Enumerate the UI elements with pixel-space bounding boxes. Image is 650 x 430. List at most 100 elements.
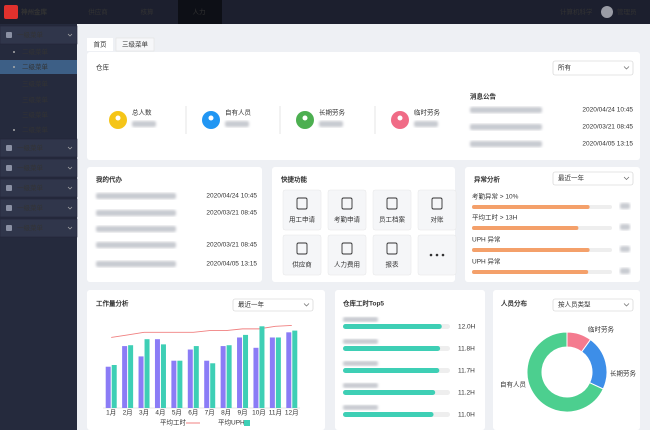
chart-title: 工作量分析 bbox=[96, 299, 129, 308]
chevron bbox=[623, 303, 630, 307]
chevron bbox=[67, 186, 73, 190]
nav-item[interactable]: 人力 bbox=[193, 7, 206, 16]
shortcut-icon bbox=[386, 242, 398, 255]
pie-label: 长期劳务 bbox=[610, 369, 637, 378]
section-title: 消息公告 bbox=[470, 92, 497, 101]
select-value[interactable]: 最近一年 bbox=[558, 173, 585, 182]
bar bbox=[253, 347, 259, 408]
blurred-text bbox=[225, 121, 249, 127]
user-name[interactable]: 管理员 bbox=[617, 7, 637, 16]
menu-icon bbox=[6, 225, 12, 231]
menu-item[interactable]: 三级菜单 bbox=[22, 95, 49, 104]
select-value[interactable]: 最近一年 bbox=[238, 300, 265, 309]
menu-item[interactable]: 一级菜单 bbox=[17, 223, 44, 232]
shortcut-label[interactable]: 供应商 bbox=[292, 260, 312, 269]
date: 2020/03/21 08:45 bbox=[206, 210, 257, 217]
bar bbox=[292, 330, 298, 408]
menu-item[interactable]: 一级菜单 bbox=[17, 163, 44, 172]
nav-item[interactable]: 核算 bbox=[141, 7, 155, 16]
stat-label: 总人数 bbox=[132, 108, 152, 117]
select[interactable] bbox=[232, 298, 314, 312]
bar bbox=[177, 360, 183, 408]
org-name[interactable]: 计算机科学 bbox=[560, 7, 593, 16]
blurred-text bbox=[343, 339, 378, 344]
blurred-text bbox=[96, 210, 176, 216]
stat-label: 长期劳务 bbox=[319, 108, 346, 117]
section-title: 快捷功能 bbox=[281, 175, 308, 184]
bar bbox=[343, 324, 442, 329]
shortcut[interactable] bbox=[417, 189, 457, 231]
menu-active bbox=[0, 60, 77, 74]
bar bbox=[259, 326, 265, 408]
bar bbox=[472, 226, 579, 230]
menu-item[interactable]: 一级菜单 bbox=[17, 143, 44, 152]
tab[interactable] bbox=[115, 37, 155, 52]
shortcut-label[interactable]: 人力费用 bbox=[334, 260, 360, 269]
more-dot bbox=[429, 253, 433, 257]
shortcut[interactable] bbox=[372, 189, 412, 231]
select[interactable] bbox=[552, 60, 634, 76]
pie-label: 自有人员 bbox=[500, 380, 527, 389]
blurred-text bbox=[470, 107, 542, 113]
shortcut[interactable] bbox=[327, 189, 367, 231]
bar bbox=[472, 205, 590, 209]
tab-label[interactable]: 首页 bbox=[94, 40, 108, 49]
select[interactable] bbox=[552, 171, 634, 186]
blurred-text bbox=[470, 124, 542, 130]
bar bbox=[220, 346, 226, 408]
x-tick-label: 5月 bbox=[172, 409, 182, 417]
card bbox=[493, 290, 640, 430]
shortcut[interactable] bbox=[282, 234, 322, 276]
value-label: 11.2H bbox=[458, 390, 475, 397]
bar bbox=[144, 339, 150, 408]
stat-glyph bbox=[302, 115, 308, 121]
section-title: 我的代办 bbox=[96, 175, 123, 184]
more-dot bbox=[435, 253, 439, 257]
menu-item[interactable]: 三级菜单 bbox=[22, 110, 49, 119]
logo: 神州金库 bbox=[21, 7, 48, 16]
x-tick-label: 3月 bbox=[139, 409, 149, 417]
shortcut-label[interactable]: 对账 bbox=[431, 215, 445, 224]
blurred-text bbox=[96, 261, 176, 267]
stat-glyph bbox=[397, 115, 403, 121]
nav-item[interactable]: 供应商 bbox=[88, 7, 108, 16]
blurred-text bbox=[414, 121, 438, 127]
shortcut[interactable] bbox=[372, 234, 412, 276]
menu-item[interactable]: 二级菜单 bbox=[22, 62, 49, 71]
shortcut-icon bbox=[431, 197, 443, 210]
x-tick-label: 10月 bbox=[252, 409, 266, 417]
menu-item[interactable]: 一级菜单 bbox=[17, 30, 44, 39]
select-value[interactable]: 按人员类型 bbox=[558, 300, 591, 309]
menu-item[interactable]: 一级菜单 bbox=[17, 203, 44, 212]
bar bbox=[128, 345, 134, 408]
shortcut-label[interactable]: 员工档案 bbox=[379, 215, 406, 224]
blurred-text bbox=[470, 141, 542, 147]
shortcut[interactable] bbox=[327, 234, 367, 276]
blurred-text bbox=[343, 383, 378, 388]
stat-label: 临时劳务 bbox=[414, 108, 441, 117]
menu-icon bbox=[6, 32, 12, 38]
select-value[interactable]: 所有 bbox=[558, 63, 572, 72]
shortcut[interactable] bbox=[282, 189, 322, 231]
stat-glyph bbox=[115, 115, 121, 121]
shortcut-label[interactable]: 报表 bbox=[386, 260, 400, 269]
bar bbox=[275, 337, 281, 408]
shortcut-label[interactable]: 用工申请 bbox=[289, 215, 316, 224]
tab-label[interactable]: 三级菜单 bbox=[122, 40, 149, 49]
menu-item[interactable]: 二级菜单 bbox=[22, 125, 49, 134]
shortcut-label[interactable]: 考勤申请 bbox=[334, 215, 361, 224]
menu-item[interactable]: 三级菜单 bbox=[22, 79, 49, 88]
menu-item[interactable]: 一级菜单 bbox=[17, 183, 44, 192]
select[interactable] bbox=[552, 298, 634, 312]
bar bbox=[343, 412, 434, 417]
blurred-text bbox=[343, 317, 378, 322]
blurred-text bbox=[96, 226, 176, 232]
chevron bbox=[623, 176, 630, 180]
date: 2020/04/05 13:15 bbox=[582, 141, 633, 148]
menu-item[interactable]: 二级菜单 bbox=[22, 47, 49, 56]
menu-bg bbox=[0, 178, 78, 198]
blurred-text bbox=[620, 246, 630, 252]
blurred-text bbox=[620, 268, 630, 274]
tab[interactable] bbox=[87, 38, 113, 51]
